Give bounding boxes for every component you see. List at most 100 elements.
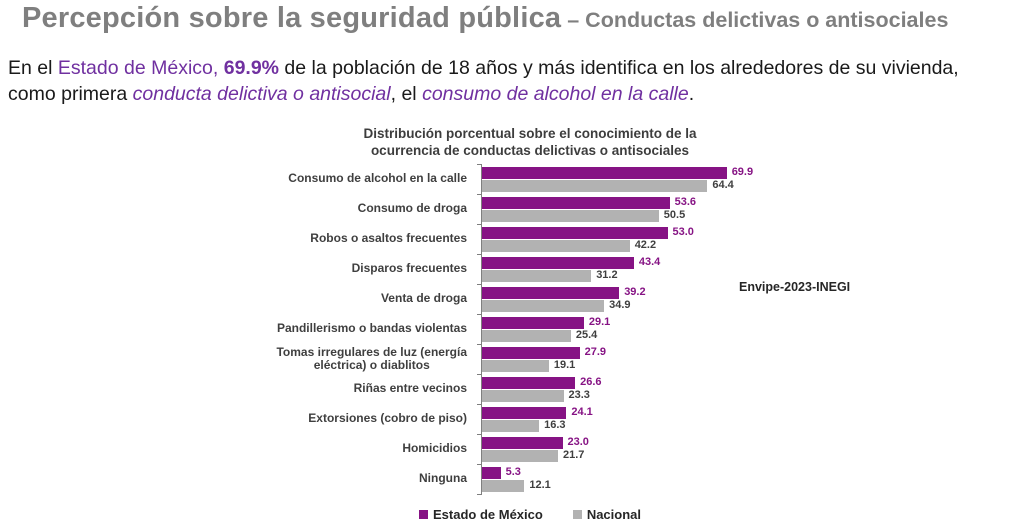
nacional-bar [482, 239, 630, 252]
estado-bar-line: 23.0 [482, 436, 780, 449]
nacional-bar-line: 19.1 [482, 359, 780, 372]
intro-text-segment: de la población de 18 años y más identif… [279, 57, 959, 79]
category-label: Pandillerismo o bandas violentas [276, 321, 467, 336]
legend-label-nacional: Nacional [586, 507, 641, 522]
nacional-bar-line: 23.3 [482, 389, 780, 402]
estado-bar-line: 69.9 [482, 166, 780, 179]
estado-bar [482, 316, 584, 329]
estado-bar [482, 226, 668, 239]
estado-bar [482, 286, 620, 299]
nacional-bar [482, 419, 540, 432]
estado-value-label: 69.9 [731, 166, 754, 178]
estado-bar [482, 256, 634, 269]
category-cell: Pandillerismo o bandas violentas [0, 314, 474, 344]
chart-row: Pandillerismo o bandas violentas 29.1 25.4 [0, 314, 780, 344]
intro-paragraph: En el Estado de México, 69.9% de la pobl… [8, 55, 1020, 107]
estado-bar [482, 436, 563, 449]
intro-text-segment: conducta delictiva o antisocial [132, 83, 391, 105]
nacional-bar-line: 12.1 [482, 479, 780, 492]
nacional-bar [482, 209, 659, 222]
nacional-bar-line: 21.7 [482, 449, 780, 462]
chart-row: Ninguna 5.3 12.1 [0, 464, 780, 494]
estado-value-label: 26.6 [580, 376, 602, 388]
estado-value-label: 39.2 [624, 286, 646, 298]
intro-text-segment: consumo de alcohol en la calle [422, 83, 689, 105]
bars-cell: 39.2 34.9 [474, 286, 780, 312]
nacional-value-label: 19.1 [553, 359, 576, 371]
estado-value-label: 23.0 [567, 436, 589, 448]
nacional-bar-line: 42.2 [482, 239, 780, 252]
estado-value-label: 5.3 [505, 466, 521, 478]
bars-cell: 53.6 50.5 [474, 196, 780, 222]
estado-bar [482, 196, 670, 209]
category-cell: Consumo de alcohol en la calle [0, 164, 474, 194]
nacional-value-label: 42.2 [634, 239, 657, 251]
nacional-bar [482, 299, 605, 312]
estado-bar [482, 406, 567, 419]
page-title-main: Percepción sobre la seguridad pública [22, 2, 562, 34]
bars-cell: 23.0 21.7 [474, 436, 780, 462]
category-cell: Robos o asaltos frecuentes [0, 224, 474, 254]
category-label: Homicidios [402, 441, 467, 456]
category-label: Consumo de alcohol en la calle [288, 171, 467, 186]
estado-bar-line: 5.3 [482, 466, 780, 479]
estado-bar-line: 43.4 [482, 256, 780, 269]
nacional-value-label: 23.3 [568, 389, 590, 401]
nacional-value-label: 64.4 [712, 179, 734, 191]
nacional-swatch-icon [572, 510, 582, 519]
chart-legend: Estado de México Nacional [300, 507, 760, 522]
page-title: Percepción sobre la seguridad pública – C… [22, 2, 948, 35]
estado-value-label: 29.1 [588, 316, 611, 328]
category-cell: Ninguna [0, 464, 474, 494]
intro-text-segment: Estado de México, [57, 57, 219, 79]
nacional-bar [482, 449, 558, 462]
nacional-bar-line: 31.2 [482, 269, 780, 282]
nacional-bar [482, 329, 571, 342]
nacional-bar [482, 359, 549, 372]
estado-value-label: 24.1 [571, 406, 593, 418]
estado-value-label: 53.0 [672, 226, 694, 238]
nacional-value-label: 25.4 [575, 329, 598, 341]
chart-row: Riñas entre vecinos 26.6 23.3 [0, 374, 780, 404]
intro-text-segment: En el [8, 57, 58, 79]
estado-bar-line: 27.9 [482, 346, 780, 359]
category-cell: Riñas entre vecinos [0, 374, 474, 404]
chart-row: Venta de droga 39.2 34.9 [0, 284, 780, 314]
intro-text-segment: . [688, 83, 695, 105]
nacional-bar-line: 64.4 [482, 179, 780, 192]
legend-label-estado: Estado de México [433, 507, 543, 522]
category-label: Ninguna [419, 471, 467, 486]
category-cell: Extorsiones (cobro de piso) [0, 404, 474, 434]
bars-cell: 5.3 12.1 [474, 466, 780, 492]
chart-row: Robos o asaltos frecuentes 53.0 42.2 [0, 224, 780, 254]
chart-title-line1: Distribución porcentual sobre el conocim… [363, 126, 697, 141]
bars-cell: 43.4 31.2 [474, 256, 780, 282]
category-label: Venta de droga [380, 291, 467, 306]
estado-bar [482, 166, 727, 179]
nacional-value-label: 31.2 [596, 269, 618, 281]
category-label: Riñas entre vecinos [353, 381, 467, 396]
nacional-bar-line: 50.5 [482, 209, 780, 222]
category-label: Consumo de droga [357, 201, 467, 216]
estado-swatch-icon [419, 510, 428, 519]
chart-title: Distribución porcentual sobre el conocim… [305, 125, 755, 159]
chart-row: Tomas irregulares de luz (energía eléctr… [0, 344, 780, 374]
estado-bar-line: 53.0 [482, 226, 780, 239]
chart-row: Consumo de droga 53.6 50.5 [0, 194, 780, 224]
bars-cell: 27.9 19.1 [474, 346, 780, 372]
estado-bar [482, 346, 580, 359]
category-cell: Tomas irregulares de luz (energía eléctr… [0, 344, 474, 374]
bars-cell: 29.1 25.4 [474, 316, 780, 342]
y-axis-ticks [477, 164, 481, 495]
nacional-bar [482, 179, 708, 192]
estado-value-label: 53.6 [674, 196, 697, 208]
estado-value-label: 43.4 [638, 256, 661, 268]
nacional-value-label: 50.5 [663, 209, 686, 221]
category-cell: Consumo de droga [0, 194, 474, 224]
nacional-value-label: 34.9 [609, 299, 631, 311]
nacional-value-label: 16.3 [544, 419, 566, 431]
category-label: Tomas irregulares de luz (energía eléctr… [276, 344, 467, 372]
estado-bar-line: 29.1 [482, 316, 780, 329]
category-label: Extorsiones (cobro de piso) [308, 411, 467, 426]
